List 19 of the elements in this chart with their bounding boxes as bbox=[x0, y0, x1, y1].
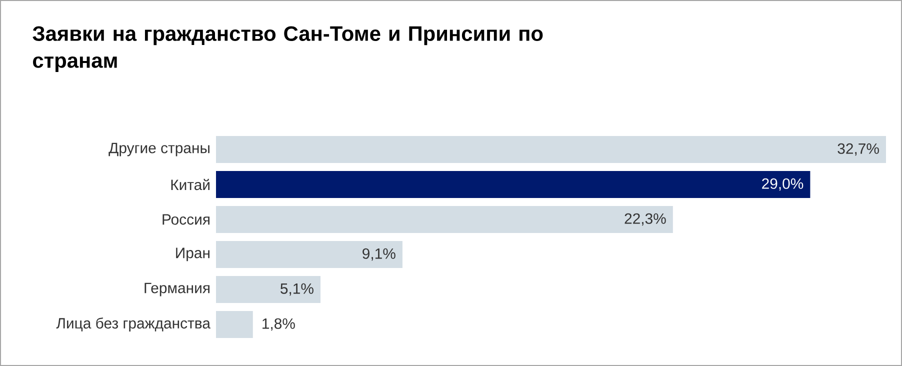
chart-title: Заявки на гражданство Сан-Томе и Принсипи по странам bbox=[32, 26, 543, 72]
data-label: 9,1% bbox=[362, 248, 396, 261]
bar bbox=[216, 171, 810, 198]
bar bbox=[216, 276, 320, 304]
bar bbox=[216, 136, 886, 164]
data-label: 1,8% bbox=[262, 318, 295, 331]
data-label: 5,1% bbox=[280, 283, 314, 296]
bar bbox=[216, 241, 402, 268]
bar bbox=[216, 311, 253, 338]
data-label: 29,0% bbox=[762, 178, 804, 191]
data-label: 32,7% bbox=[838, 143, 879, 156]
y-tick-label: Другие страны bbox=[108, 142, 210, 156]
y-tick-label: Китай bbox=[171, 178, 210, 190]
bar bbox=[216, 206, 673, 234]
y-tick-label: Германия bbox=[144, 282, 210, 296]
y-tick-label: Иран bbox=[176, 248, 210, 262]
y-tick-label: Лица без гражданства bbox=[56, 317, 210, 332]
y-tick-label: Россия bbox=[162, 214, 210, 225]
data-label: 22,3% bbox=[624, 213, 666, 226]
